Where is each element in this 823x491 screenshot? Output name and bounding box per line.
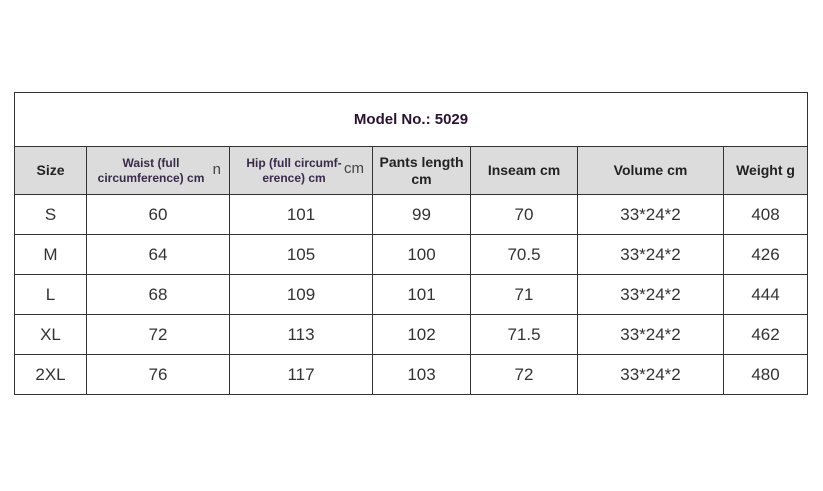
cell-weight: 408 bbox=[722, 194, 809, 235]
header-waist-label: Waist (full circumference) cm bbox=[97, 155, 205, 185]
header-size: Size bbox=[14, 146, 87, 195]
header-waist-overlap: n bbox=[212, 161, 221, 178]
cell-inseam: 72 bbox=[470, 354, 578, 395]
cell-hip: 105 bbox=[229, 234, 373, 275]
header-hip-overlap: cm bbox=[344, 160, 364, 177]
header-row: Size Waist (full circumference) cm n Hip… bbox=[14, 146, 809, 195]
cell-hip: 117 bbox=[229, 354, 373, 395]
table-row: M 64 105 100 70.5 33*24*2 426 bbox=[14, 234, 809, 275]
model-number-title: Model No.: 5029 bbox=[13, 92, 809, 147]
table-row: XL 72 113 102 71.5 33*24*2 462 bbox=[14, 314, 809, 355]
cell-volume: 33*24*2 bbox=[577, 234, 724, 275]
cell-size: L bbox=[14, 274, 87, 315]
table-row: 2XL 76 117 103 72 33*24*2 480 bbox=[14, 354, 809, 395]
cell-waist: 68 bbox=[86, 274, 230, 315]
cell-weight: 480 bbox=[722, 354, 809, 395]
cell-waist: 76 bbox=[86, 354, 230, 395]
table-row: S 60 101 99 70 33*24*2 408 bbox=[14, 194, 809, 235]
header-volume: Volume cm bbox=[577, 146, 724, 195]
cell-weight: 444 bbox=[722, 274, 809, 315]
cell-pants-length: 100 bbox=[372, 234, 471, 275]
header-hip: Hip (full circumf-erence) cm cm bbox=[229, 146, 373, 195]
cell-inseam: 71 bbox=[470, 274, 578, 315]
title-row: Model No.: 5029 bbox=[13, 92, 809, 147]
cell-size: 2XL bbox=[14, 354, 87, 395]
table-row: L 68 109 101 71 33*24*2 444 bbox=[14, 274, 809, 315]
cell-hip: 109 bbox=[229, 274, 373, 315]
header-inseam: Inseam cm bbox=[470, 146, 578, 195]
cell-hip: 113 bbox=[229, 314, 373, 355]
cell-volume: 33*24*2 bbox=[577, 274, 724, 315]
cell-waist: 64 bbox=[86, 234, 230, 275]
cell-waist: 60 bbox=[86, 194, 230, 235]
cell-weight: 426 bbox=[722, 234, 809, 275]
size-chart-table: Model No.: 5029 Size Waist (full circumf… bbox=[13, 92, 809, 395]
cell-size: XL bbox=[14, 314, 87, 355]
cell-volume: 33*24*2 bbox=[577, 314, 724, 355]
cell-pants-length: 102 bbox=[372, 314, 471, 355]
cell-pants-length: 103 bbox=[372, 354, 471, 395]
cell-weight: 462 bbox=[722, 314, 809, 355]
header-weight: Weight g bbox=[722, 146, 809, 195]
cell-inseam: 70.5 bbox=[470, 234, 578, 275]
cell-hip: 101 bbox=[229, 194, 373, 235]
cell-pants-length: 99 bbox=[372, 194, 471, 235]
cell-size: S bbox=[14, 194, 87, 235]
cell-waist: 72 bbox=[86, 314, 230, 355]
cell-size: M bbox=[14, 234, 87, 275]
cell-inseam: 70 bbox=[470, 194, 578, 235]
header-hip-label: Hip (full circumf-erence) cm bbox=[246, 155, 342, 185]
cell-volume: 33*24*2 bbox=[577, 194, 724, 235]
cell-pants-length: 101 bbox=[372, 274, 471, 315]
header-waist: Waist (full circumference) cm n bbox=[86, 146, 230, 195]
cell-volume: 33*24*2 bbox=[577, 354, 724, 395]
cell-inseam: 71.5 bbox=[470, 314, 578, 355]
header-pants-length: Pants length cm bbox=[372, 146, 471, 195]
